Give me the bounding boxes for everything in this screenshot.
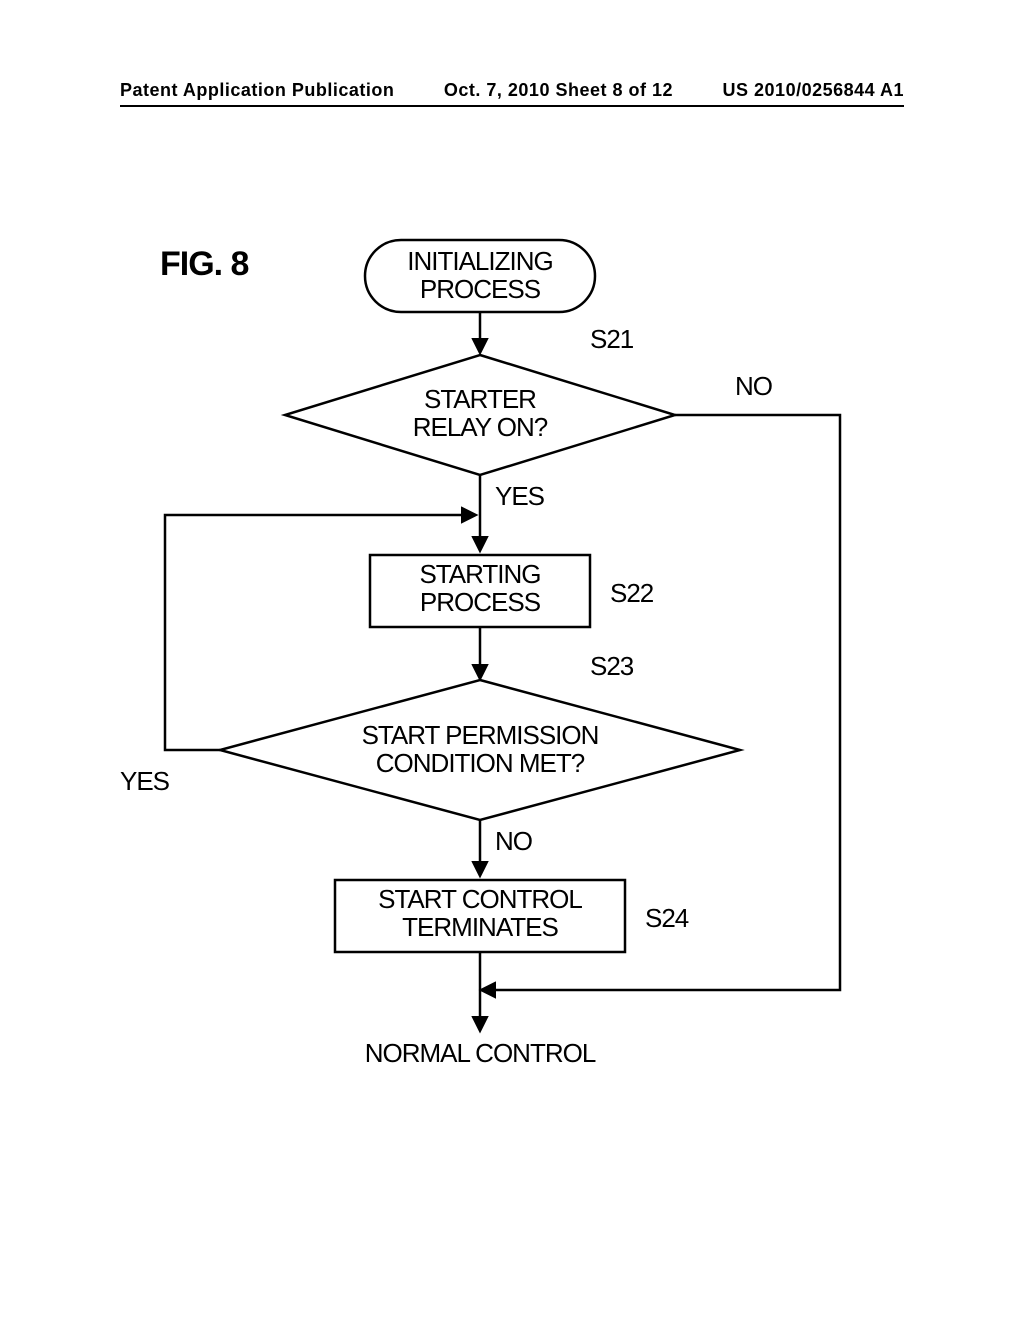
p1-line2: PROCESS — [420, 587, 541, 617]
step-s22: S22 — [610, 578, 654, 608]
d1-line2: RELAY ON? — [413, 412, 548, 442]
header-right: US 2010/0256844 A1 — [723, 80, 904, 101]
page: Patent Application Publication Oct. 7, 2… — [0, 0, 1024, 1320]
p2-line2: TERMINATES — [402, 912, 558, 942]
d2-yes-label: YES — [120, 766, 170, 796]
p2-line1: START CONTROL — [378, 884, 582, 914]
decision-starter-relay: STARTER RELAY ON? — [285, 355, 675, 475]
start-line2: PROCESS — [420, 274, 541, 304]
header-left: Patent Application Publication — [120, 80, 394, 101]
step-s23: S23 — [590, 651, 634, 681]
start-terminator: INITIALIZING PROCESS — [365, 240, 595, 312]
end-label: NORMAL CONTROL — [365, 1038, 596, 1068]
flowchart: INITIALIZING PROCESS S21 STARTER RELAY O… — [80, 230, 910, 1080]
d1-no-label: NO — [735, 371, 772, 401]
step-s24: S24 — [645, 903, 689, 933]
d2-yes-loop — [165, 515, 475, 750]
d2-no-label: NO — [495, 826, 532, 856]
d1-yes-label: YES — [495, 481, 545, 511]
d2-line1: START PERMISSION — [362, 720, 599, 750]
header-center: Oct. 7, 2010 Sheet 8 of 12 — [444, 80, 673, 101]
p1-line1: STARTING — [419, 559, 540, 589]
decision-start-permission: START PERMISSION CONDITION MET? — [220, 680, 740, 820]
d1-line1: STARTER — [424, 384, 536, 414]
page-header: Patent Application Publication Oct. 7, 2… — [0, 80, 1024, 101]
process-starting: STARTING PROCESS — [370, 555, 590, 627]
process-start-control-terminates: START CONTROL TERMINATES — [335, 880, 625, 952]
step-s21: S21 — [590, 324, 634, 354]
d2-line2: CONDITION MET? — [376, 748, 585, 778]
header-rule — [120, 105, 904, 107]
start-line1: INITIALIZING — [407, 246, 552, 276]
